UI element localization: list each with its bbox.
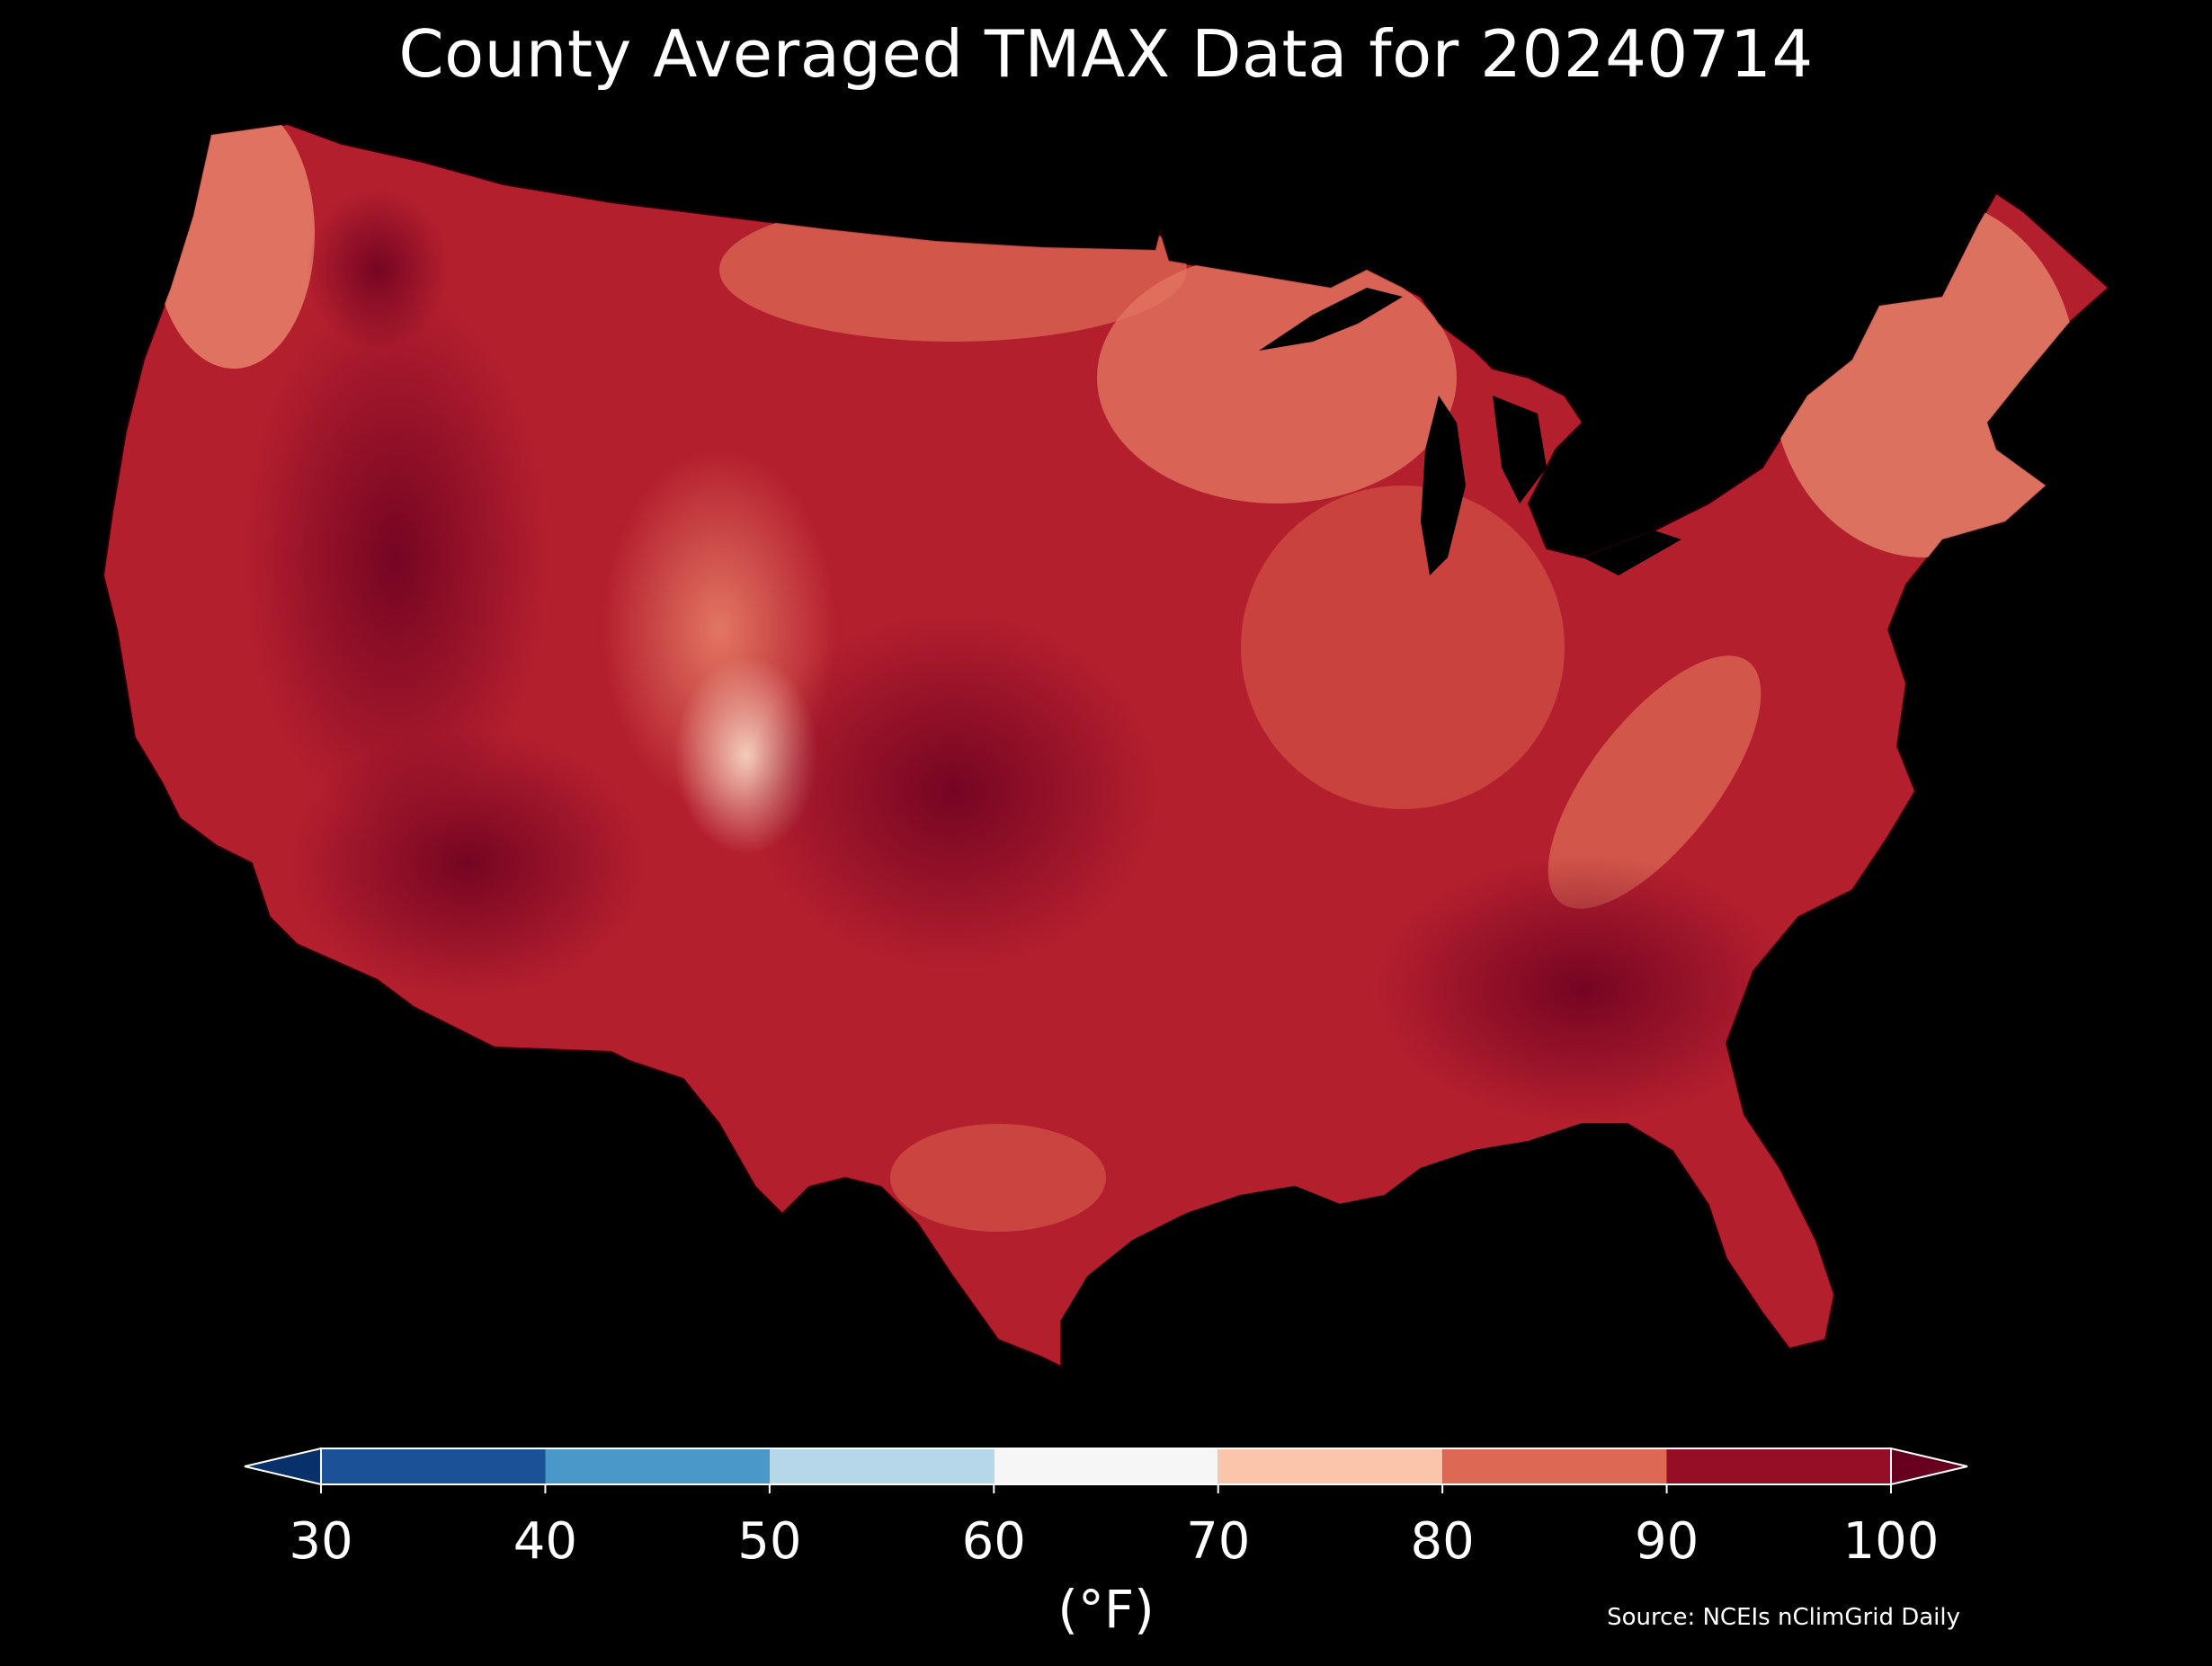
colorbar-bin-4 bbox=[1217, 1448, 1443, 1484]
region-great-basin-hot bbox=[243, 288, 549, 827]
colorbar-tick-label-0: 30 bbox=[289, 1512, 352, 1571]
region-desert-southwest-hot bbox=[288, 728, 647, 998]
region-northeast bbox=[1771, 198, 2077, 557]
colorbar-extend-under bbox=[244, 1447, 322, 1486]
region-northern-plains bbox=[719, 198, 1187, 342]
region-pacific-northwest bbox=[153, 124, 315, 369]
region-deep-south-hot bbox=[1376, 854, 1789, 1124]
colorbar-bin-3 bbox=[994, 1448, 1218, 1484]
gulf-coast-cut bbox=[1060, 1123, 1628, 1323]
lake-erie bbox=[1583, 530, 1681, 575]
colorbar-bin-2 bbox=[769, 1448, 995, 1484]
region-montana-hot bbox=[306, 189, 450, 351]
colorbar-bin-1 bbox=[545, 1448, 770, 1484]
map-title: County Averaged TMAX Data for 20240714 bbox=[398, 16, 1814, 92]
lake-michigan bbox=[1421, 396, 1466, 575]
lake-superior bbox=[1259, 288, 1403, 351]
colorbar-bin-5 bbox=[1442, 1448, 1667, 1484]
colorbar-outline bbox=[320, 1448, 1892, 1485]
colorbar-bin-0 bbox=[321, 1448, 546, 1484]
colorbar-tick-label-7: 100 bbox=[1843, 1512, 1940, 1571]
lake-huron bbox=[1493, 396, 1547, 503]
region-southern-plains-hot bbox=[746, 611, 1160, 971]
us-county-map bbox=[102, 122, 2110, 1368]
region-upper-midwest bbox=[1097, 252, 1457, 503]
region-south-texas-cool bbox=[890, 1124, 1106, 1232]
colorbar-tick-label-4: 70 bbox=[1186, 1512, 1250, 1571]
colorbar-tick-label-6: 90 bbox=[1635, 1512, 1699, 1571]
region-central-midwest bbox=[1241, 486, 1565, 809]
colorbar-tick-label-1: 40 bbox=[513, 1512, 577, 1571]
colorbar-tick-label-3: 60 bbox=[962, 1512, 1026, 1571]
region-appalachians bbox=[1548, 655, 1762, 909]
colorbar-tick-label-5: 80 bbox=[1411, 1512, 1475, 1571]
colorbar-bin-6 bbox=[1666, 1448, 1891, 1484]
source-credit: Source: NCEIs nClimGrid Daily bbox=[1607, 1604, 1960, 1631]
colorbar-extend-over bbox=[1890, 1447, 1968, 1486]
colorbar-unit-label: (°F) bbox=[1057, 1579, 1155, 1640]
colorbar-tick-label-2: 50 bbox=[737, 1512, 801, 1571]
colorbar: 30 40 50 60 70 80 90 100 (°F) bbox=[244, 1447, 1968, 1640]
